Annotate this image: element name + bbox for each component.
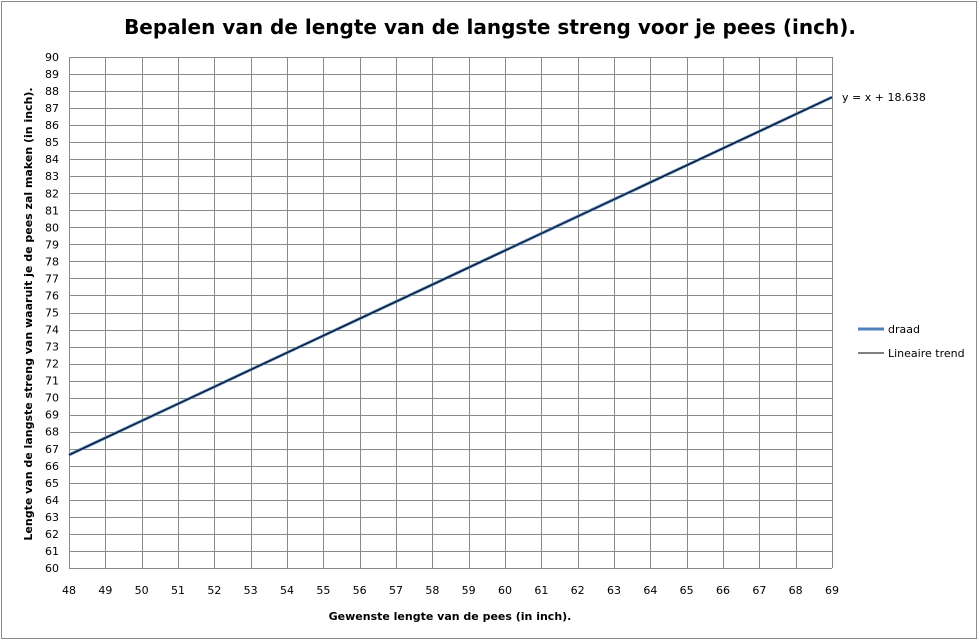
x-tick-label-58: 58 [425, 584, 439, 597]
y-tick-label-73: 73 [45, 341, 59, 354]
x-tick-label-62: 62 [571, 584, 585, 597]
y-tick-label-61: 61 [45, 545, 59, 558]
y-tick-label-75: 75 [45, 307, 59, 320]
trendline [68, 96, 833, 456]
y-tick-label-90: 90 [45, 51, 59, 64]
grid [69, 57, 833, 569]
y-tick-label-78: 78 [45, 255, 59, 268]
y-tick-label-64: 64 [45, 494, 59, 507]
x-tick-label-66: 66 [716, 584, 730, 597]
x-tick-label-55: 55 [316, 584, 330, 597]
x-axis-label: Gewenste lengte van de pees (in inch). [329, 610, 572, 623]
y-tick-label-65: 65 [45, 477, 59, 490]
y-tick-label-83: 83 [45, 170, 59, 183]
y-tick-label-79: 79 [45, 238, 59, 251]
x-tick-label-65: 65 [680, 584, 694, 597]
y-tick-label-86: 86 [45, 119, 59, 132]
y-tick-label-88: 88 [45, 85, 59, 98]
y-tick-label-60: 60 [45, 562, 59, 575]
x-tick-label-61: 61 [534, 584, 548, 597]
legend: draad Lineaire trend [858, 323, 965, 360]
y-tick-label-70: 70 [45, 392, 59, 405]
y-tick-label-82: 82 [45, 187, 59, 200]
x-tick-label-49: 49 [98, 584, 112, 597]
y-tick-label-74: 74 [45, 324, 59, 337]
series-layer [68, 95, 833, 457]
chart-title: Bepalen van de lengte van de langste str… [124, 15, 856, 39]
y-tick-label-77: 77 [45, 272, 59, 285]
y-tick-label-69: 69 [45, 409, 59, 422]
y-tick-label-89: 89 [45, 68, 59, 81]
y-tick-label-62: 62 [45, 528, 59, 541]
x-tick-label-52: 52 [207, 584, 221, 597]
x-tick-label-53: 53 [244, 584, 258, 597]
y-tick-label-85: 85 [45, 136, 59, 149]
x-tick-label-63: 63 [607, 584, 621, 597]
y-tick-label-71: 71 [45, 375, 59, 388]
x-tick-label-48: 48 [62, 584, 76, 597]
y-tick-label-63: 63 [45, 511, 59, 524]
y-tick-label-81: 81 [45, 204, 59, 217]
y-tick-label-87: 87 [45, 102, 59, 115]
x-axis-ticks: 48 49 50 51 52 53 54 55 56 57 58 59 60 61 62 63 64 65 66 67… [62, 584, 839, 597]
legend-label-draad: draad [888, 323, 920, 336]
y-tick-label-84: 84 [45, 153, 59, 166]
y-tick-label-76: 76 [45, 289, 59, 302]
x-tick-label-67: 67 [752, 584, 766, 597]
y-axis-label: Lengte van de langste streng van waaruit… [22, 87, 35, 540]
y-tick-label-72: 72 [45, 358, 59, 371]
y-tick-label-80: 80 [45, 221, 59, 234]
x-tick-label-56: 56 [353, 584, 367, 597]
trendline-equation: y = x + 18.638 [842, 91, 926, 104]
legend-label-trend: Lineaire trend [888, 347, 965, 360]
x-tick-label-64: 64 [643, 584, 657, 597]
x-tick-label-60: 60 [498, 584, 512, 597]
x-tick-label-68: 68 [789, 584, 803, 597]
x-tick-label-50: 50 [135, 584, 149, 597]
x-tick-label-59: 59 [462, 584, 476, 597]
x-tick-label-51: 51 [171, 584, 185, 597]
y-tick-label-66: 66 [45, 460, 59, 473]
y-tick-label-67: 67 [45, 443, 59, 456]
x-tick-label-57: 57 [389, 584, 403, 597]
y-tick-label-68: 68 [45, 426, 59, 439]
x-tick-label-69: 69 [825, 584, 839, 597]
y-axis-ticks: 60 61 62 63 64 65 66 67 68 69 70 71 72 73 74 75 76 77 78 79… [45, 51, 59, 575]
x-tick-label-54: 54 [280, 584, 294, 597]
